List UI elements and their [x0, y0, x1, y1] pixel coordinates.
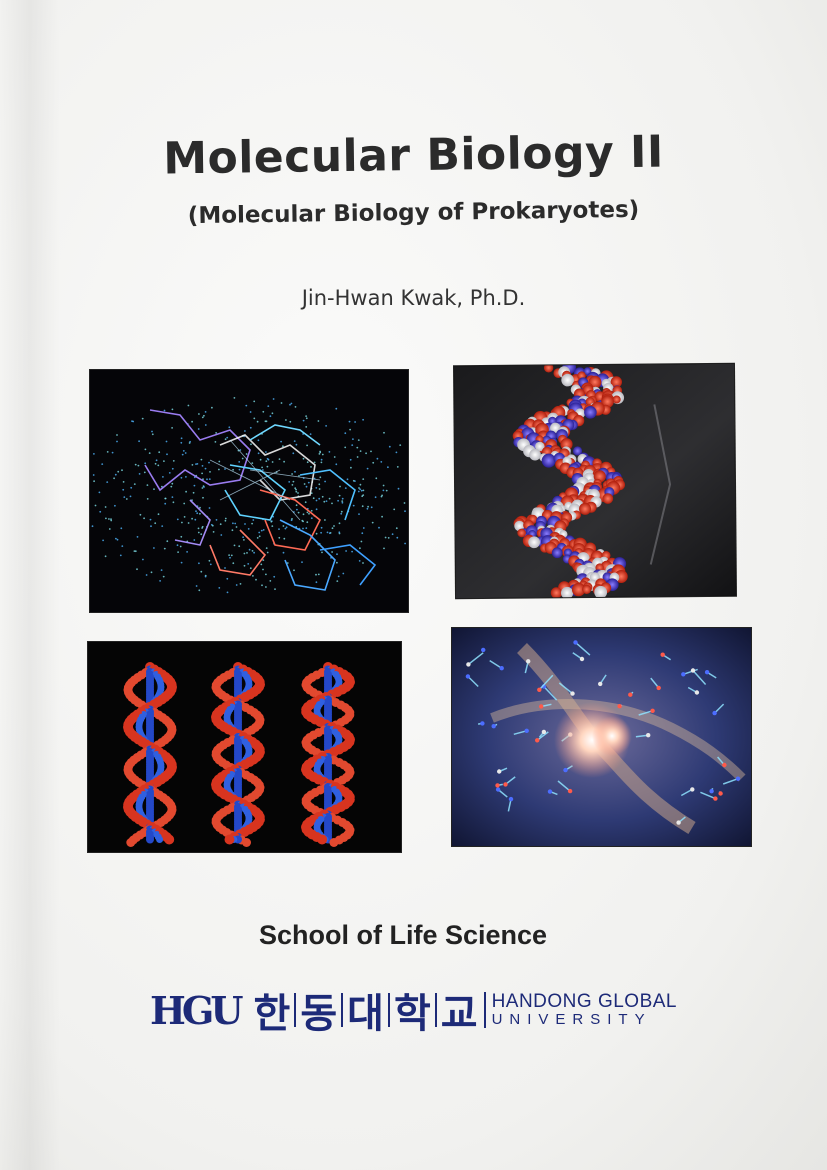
logo-divider [387, 993, 390, 1027]
logo-divider [341, 993, 344, 1027]
korean-char: 동 [300, 991, 338, 1037]
korean-university-name: 한 동 대 학 교 [254, 981, 478, 1039]
korean-char: 한 [253, 991, 291, 1037]
korean-char: 교 [440, 991, 478, 1037]
cover-author: Jin-Hwan Kwak, Ph.D. [301, 286, 526, 310]
paper-crease [0, 0, 60, 1170]
korean-char: 대 [347, 991, 384, 1037]
cover-subtitle: (Molecular Biology of Prokaryotes) [187, 196, 640, 230]
dna-spacefill-image [453, 363, 737, 599]
hgu-emblem-icon: HGU [150, 987, 243, 1033]
logo-divider [434, 993, 437, 1027]
korean-char: 학 [393, 991, 431, 1037]
dna-helix-glow-image [452, 628, 751, 846]
logo-divider [294, 993, 297, 1027]
english-university-name: HANDONG GLOBAL UNIVERSITY [483, 991, 677, 1028]
cover-title: Molecular Biology II [162, 126, 665, 185]
english-name-line2: UNIVERSITY [491, 1011, 652, 1028]
university-logo: HGU 한 동 대 학 교 HANDONG GLOBAL UNIVERSITY [150, 982, 690, 1038]
molecular-wireframe-image [90, 370, 408, 612]
school-name: School of Life Science [258, 920, 548, 950]
english-name-line1: HANDONG GLOBAL [491, 991, 677, 1012]
dna-three-helices-image [88, 642, 401, 852]
